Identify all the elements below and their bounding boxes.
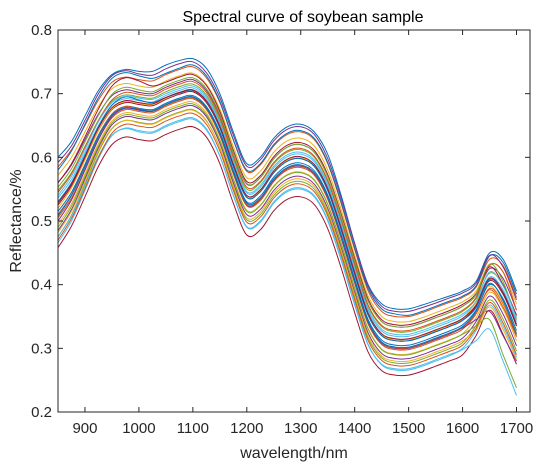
x-axis-label: wavelength/nm: [239, 445, 348, 462]
chart-title: Spectral curve of soybean sample: [182, 9, 423, 26]
x-tick-label: 1300: [284, 420, 317, 437]
spectrum-line-20: [58, 118, 517, 396]
x-tick-label: 1000: [122, 420, 155, 437]
y-tick-label: 0.5: [31, 213, 52, 230]
y-tick-label: 0.3: [31, 340, 52, 357]
spectrum-line-18: [58, 96, 517, 362]
tick-layer: 900 1000 1100 1200 1300 1400 1500 1600 1700 0.2 0.…: [31, 22, 533, 437]
y-tick-label: 0.7: [31, 86, 52, 103]
x-tick-label: 1700: [500, 420, 533, 437]
spectrum-line-21: [58, 73, 517, 326]
y-axis-label: Reflectance/%: [8, 169, 25, 272]
y-tick-label: 0.4: [31, 277, 52, 294]
spectrum-line-14: [58, 125, 517, 377]
spectrum-line-25: [58, 60, 517, 313]
spectrum-line-15: [58, 64, 517, 316]
series-layer: [58, 57, 517, 396]
spectrum-line-17: [58, 89, 517, 341]
spectrum-line-24: [58, 109, 517, 363]
spectrum-line-5: [58, 83, 517, 333]
spectrum-line-16: [58, 80, 517, 332]
spectrum-line-22: [58, 89, 517, 342]
x-tick-label: 900: [72, 420, 97, 437]
spectrum-line-9: [58, 97, 517, 351]
spectrum-line-29: [58, 95, 517, 349]
spectrum-line-1: [58, 57, 517, 310]
spectrum-line-3: [58, 72, 517, 323]
y-tick-label: 0.6: [31, 149, 52, 166]
spectrum-line-13: [58, 116, 517, 370]
spectrum-line-23: [58, 96, 517, 349]
x-tick-label: 1500: [392, 420, 425, 437]
spectrum-line-28: [58, 88, 517, 340]
spectrum-line-11: [58, 104, 517, 360]
x-tick-label: 1400: [338, 420, 371, 437]
y-tick-label: 0.2: [31, 404, 52, 421]
spectrum-line-19: [58, 102, 517, 388]
x-tick-label: 1600: [446, 420, 479, 437]
spectrum-line-26: [58, 76, 517, 328]
axes-layer: [57, 29, 531, 413]
x-tick-label: 1100: [177, 420, 209, 437]
x-tick-label: 1200: [230, 420, 263, 437]
spectrum-line-6: [58, 87, 517, 338]
spectrum-line-2: [58, 66, 517, 318]
y-tick-label: 0.8: [31, 22, 52, 39]
spectrum-line-27: [58, 85, 517, 336]
spectrum-line-10: [58, 101, 517, 356]
spectrum-line-30: [58, 112, 517, 367]
